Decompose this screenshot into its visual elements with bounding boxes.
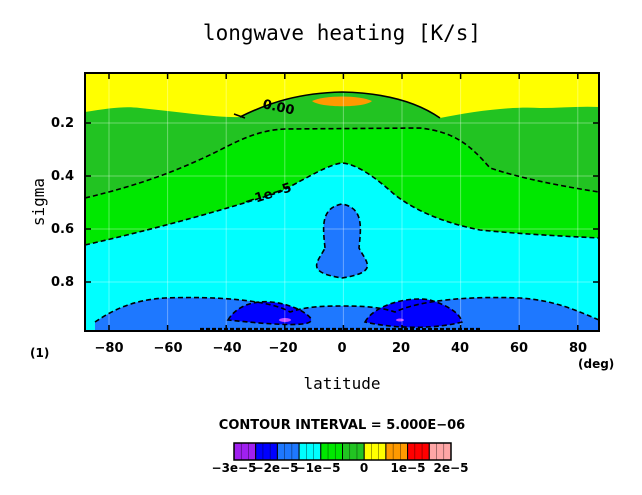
contour-field	[85, 73, 599, 331]
colorbar-swatch	[298, 442, 322, 461]
colorbar-label: −2e−5	[254, 461, 299, 475]
colorbar-swatch	[407, 442, 430, 461]
chart-title: longwave heating [K/s]	[203, 21, 481, 45]
colorbar	[233, 442, 452, 461]
x-unit-label: (deg)	[578, 357, 614, 371]
x-tick-label: 40	[451, 341, 469, 356]
contour-fill-region	[365, 298, 462, 328]
colorbar-swatch	[276, 442, 300, 461]
colorbar-swatch	[255, 442, 278, 461]
x-tick-label: 20	[392, 341, 410, 356]
contour-interval-text: CONTOUR INTERVAL = 5.000E−06	[219, 418, 465, 433]
y-tick-labels: 0.2 0.4 0.6 0.8	[51, 116, 74, 290]
contour-fill-region	[95, 297, 599, 331]
x-tick-label: −20	[269, 341, 298, 356]
colorbar-label: 1e−5	[391, 461, 426, 475]
contour-fill-speck	[279, 318, 291, 322]
x-tick-labels: −80 −60 −40 −20 0 20 40 60 80	[95, 341, 588, 356]
x-tick-label: 80	[569, 341, 587, 356]
zero-contour-line	[233, 91, 441, 119]
x-tick-label: −40	[213, 341, 242, 356]
contour-fill-speck	[396, 318, 404, 322]
y-tick-label: 0.8	[51, 275, 74, 290]
colorbar-swatch	[385, 442, 409, 461]
colorbar-label: 0	[360, 461, 368, 475]
y-tick-label: 0.2	[51, 116, 74, 131]
y-tick-label: 0.4	[51, 169, 74, 184]
contour-label-zero: 0.00	[261, 97, 295, 118]
colorbar-label: −3e−5	[212, 461, 257, 475]
colorbar-label: −1e−5	[296, 461, 341, 475]
x-tick-label: −80	[95, 341, 124, 356]
contour-fill-region	[228, 301, 312, 325]
colorbar-swatch	[233, 442, 257, 461]
contour-line-north-core	[363, 298, 463, 329]
contour-line-minus-1.5e-5	[315, 203, 369, 279]
panel-index: (1)	[30, 346, 49, 360]
colorbar-swatch	[320, 442, 343, 461]
x-tick-label: −60	[154, 341, 183, 356]
x-axis-label: latitude	[303, 374, 380, 393]
contour-line-south-core	[226, 300, 312, 326]
colorbar-swatch	[342, 442, 365, 461]
y-axis-label: sigma	[29, 178, 48, 226]
contour-line-minus-5e-6	[85, 127, 599, 199]
plot-frame	[84, 72, 600, 332]
colorbar-label: 2e−5	[434, 461, 469, 475]
y-tick-label: 0.6	[51, 222, 74, 237]
x-tick-label: 0	[337, 341, 346, 356]
colorbar-frame	[233, 442, 452, 461]
colorbar-labels: −3e−5 −2e−5 −1e−5 0 1e−5 2e−5	[212, 461, 469, 475]
contour-lines	[85, 91, 599, 331]
colorbar-swatch	[363, 442, 387, 461]
contour-line-minus-1e-5	[85, 162, 599, 246]
contour-line-near-surface	[94, 296, 599, 323]
colorbar-swatch	[428, 442, 452, 461]
contour-fill-region	[312, 96, 372, 107]
axis-ticks	[85, 73, 599, 331]
contour-fill-region	[316, 204, 368, 278]
x-tick-label: 60	[510, 341, 528, 356]
